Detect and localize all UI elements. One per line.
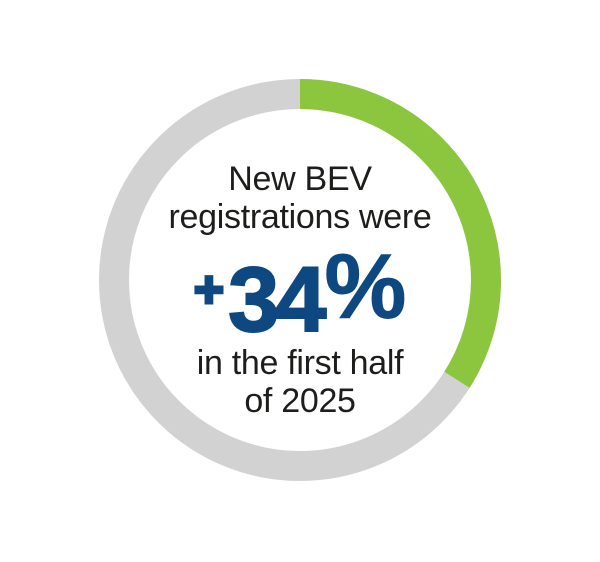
donut-center-label: New BEV registrations were + 34 % in the… [90, 160, 510, 420]
center-label-line4: of 2025 [244, 382, 356, 420]
value-row: + 34 % [90, 241, 510, 348]
percent-sign: % [324, 236, 407, 338]
center-label-intro: New BEV registrations were [90, 160, 510, 236]
center-label-line2: registrations were [168, 198, 432, 236]
donut-highlight-arc [99, 79, 501, 481]
center-label-outro: in the first half of 2025 [90, 344, 510, 420]
value-number: 34 [227, 249, 327, 351]
center-label-line3: in the first half [196, 344, 404, 382]
plus-sign: + [192, 261, 225, 319]
center-label-line1: New BEV [228, 160, 372, 198]
